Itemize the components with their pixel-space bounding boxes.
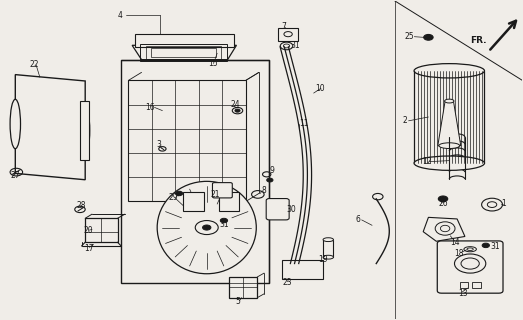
Bar — [135, 34, 234, 47]
Text: 7: 7 — [281, 22, 286, 31]
Text: 21: 21 — [210, 190, 220, 199]
Text: 29: 29 — [168, 193, 178, 202]
Text: 10: 10 — [315, 84, 325, 93]
Text: 17: 17 — [84, 244, 94, 253]
Text: 14: 14 — [450, 238, 460, 247]
Text: 20: 20 — [83, 226, 93, 235]
Bar — [146, 46, 221, 59]
Bar — [121, 60, 269, 283]
Text: 31: 31 — [490, 242, 499, 251]
Ellipse shape — [414, 64, 484, 78]
Ellipse shape — [157, 181, 256, 274]
Bar — [229, 277, 257, 298]
Text: 31: 31 — [291, 41, 300, 51]
Ellipse shape — [454, 254, 486, 273]
Text: 5: 5 — [235, 297, 240, 306]
Ellipse shape — [323, 255, 334, 259]
FancyBboxPatch shape — [266, 198, 289, 220]
Text: 23: 23 — [282, 278, 292, 287]
FancyBboxPatch shape — [212, 183, 232, 198]
Bar — [80, 101, 89, 160]
Text: 12: 12 — [422, 157, 431, 166]
Text: 15: 15 — [208, 59, 218, 68]
Bar — [141, 44, 226, 61]
Polygon shape — [132, 45, 236, 60]
Circle shape — [424, 35, 433, 40]
Circle shape — [220, 218, 228, 223]
Text: 31: 31 — [220, 220, 230, 229]
Text: 11: 11 — [299, 119, 309, 128]
Text: 30: 30 — [287, 205, 297, 214]
Circle shape — [438, 196, 448, 202]
Text: 24: 24 — [230, 100, 240, 109]
Bar — [282, 260, 323, 278]
Text: 27: 27 — [10, 172, 20, 180]
Circle shape — [235, 109, 240, 112]
Bar — [472, 282, 481, 288]
Text: 4: 4 — [118, 11, 123, 20]
Text: 13: 13 — [458, 289, 468, 298]
Bar — [278, 28, 298, 41]
Text: 3: 3 — [156, 140, 161, 149]
Text: 22: 22 — [29, 60, 39, 69]
Text: 19: 19 — [319, 255, 328, 264]
Bar — [85, 218, 118, 242]
Circle shape — [175, 191, 183, 196]
Text: 28: 28 — [76, 201, 86, 210]
Text: 25: 25 — [405, 32, 415, 41]
Ellipse shape — [445, 99, 454, 103]
Polygon shape — [438, 101, 461, 146]
Text: 26: 26 — [439, 199, 449, 208]
Text: 16: 16 — [145, 103, 155, 112]
Text: 18: 18 — [454, 249, 464, 258]
Circle shape — [202, 225, 211, 230]
Text: 6: 6 — [356, 215, 360, 224]
Bar — [219, 192, 238, 211]
Text: 8: 8 — [262, 186, 266, 195]
Bar — [460, 282, 468, 288]
Ellipse shape — [461, 258, 479, 269]
Text: 9: 9 — [270, 166, 275, 175]
Bar — [151, 48, 216, 57]
Text: 1: 1 — [502, 199, 506, 208]
Ellipse shape — [439, 143, 460, 148]
Circle shape — [267, 178, 273, 182]
Text: 2: 2 — [402, 116, 407, 125]
Ellipse shape — [10, 99, 20, 149]
Circle shape — [482, 243, 490, 248]
Ellipse shape — [414, 156, 484, 170]
Bar — [129, 80, 246, 201]
Circle shape — [232, 108, 243, 114]
Bar — [183, 192, 204, 211]
Text: FR.: FR. — [470, 36, 486, 45]
FancyBboxPatch shape — [437, 241, 503, 293]
Ellipse shape — [323, 238, 334, 242]
Polygon shape — [15, 75, 85, 180]
Bar — [323, 240, 334, 257]
Circle shape — [195, 220, 218, 235]
